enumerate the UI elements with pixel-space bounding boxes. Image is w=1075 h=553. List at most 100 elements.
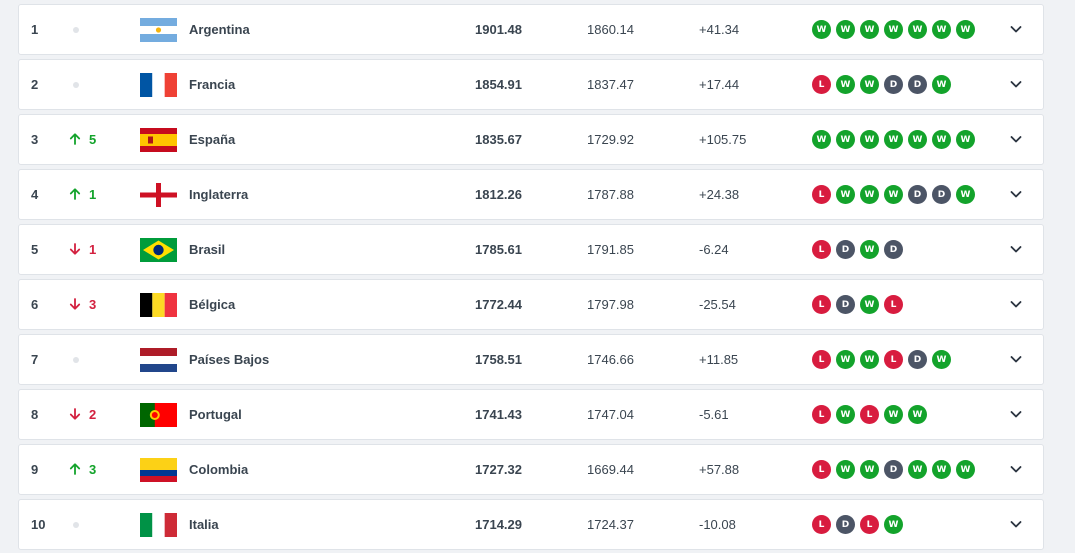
ranking-row[interactable]: 7 Países Bajos 1758.51 1746.66 +11.85 L W W L D W — [18, 334, 1044, 385]
country-name: Argentina — [189, 22, 250, 37]
form-result-badge: W — [836, 405, 855, 424]
form-result-badge: L — [812, 405, 831, 424]
no-change-dot-icon — [73, 357, 79, 363]
portugal-flag-icon — [140, 403, 177, 427]
form-result-badge: L — [812, 240, 831, 259]
points-difference: -25.54 — [699, 297, 736, 312]
chevron-down-icon[interactable] — [1009, 132, 1023, 146]
form-result-badge: D — [932, 185, 951, 204]
netherlands-flag-icon — [140, 348, 177, 372]
form-result-badge: L — [812, 515, 831, 534]
form-result-badge: L — [812, 295, 831, 314]
ranking-row[interactable]: 4 1 Inglaterra 1812.26 1787.88 +24.38 L W W W D D W — [18, 169, 1044, 220]
country-name: Inglaterra — [189, 187, 249, 202]
rank-movement: 3 — [69, 280, 119, 329]
chevron-down-icon[interactable] — [1009, 22, 1023, 36]
ranking-row[interactable]: 5 1 Brasil 1785.61 1791.85 -6.24 L D W D — [18, 224, 1044, 275]
rank-position: 3 — [31, 132, 39, 147]
chevron-down-icon[interactable] — [1009, 77, 1023, 91]
chevron-down-icon[interactable] — [1009, 352, 1023, 366]
england-flag-icon — [140, 183, 177, 207]
form-result-badge: W — [956, 460, 975, 479]
form-result-badge: W — [836, 20, 855, 39]
rank-movement-value: 5 — [89, 132, 97, 147]
total-points: 1835.67 — [475, 132, 522, 147]
rank-position: 2 — [31, 77, 39, 92]
ranking-row[interactable]: 2 Francia 1854.91 1837.47 +17.44 L W W D D W — [18, 59, 1044, 110]
form-result-badge: W — [908, 130, 927, 149]
no-change-dot-icon — [73, 522, 79, 528]
previous-points: 1791.85 — [587, 242, 634, 257]
form-result-badge: W — [932, 350, 951, 369]
country-name: Brasil — [189, 242, 226, 257]
form-result-badge: L — [884, 350, 903, 369]
form-result-badge: W — [956, 185, 975, 204]
rank-position: 4 — [31, 187, 39, 202]
country-name: Colombia — [189, 462, 249, 477]
italy-flag-icon — [140, 513, 177, 537]
rank-position: 9 — [31, 462, 39, 477]
form-result-badge: W — [860, 350, 879, 369]
brazil-flag-icon — [140, 238, 177, 262]
form-result-badge: W — [908, 405, 927, 424]
form-result-badge: W — [860, 185, 879, 204]
chevron-down-icon[interactable] — [1009, 462, 1023, 476]
form-result-badge: W — [836, 185, 855, 204]
ranking-row[interactable]: 6 3 Bélgica 1772.44 1797.98 -25.54 L D W L — [18, 279, 1044, 330]
chevron-down-icon[interactable] — [1009, 242, 1023, 256]
form-result-badge: W — [884, 405, 903, 424]
form-result-badge: W — [860, 20, 879, 39]
total-points: 1714.29 — [475, 517, 522, 532]
form-result-badge: W — [932, 75, 951, 94]
france-flag-icon — [140, 73, 177, 97]
rank-position: 8 — [31, 407, 39, 422]
colombia-flag-icon — [140, 458, 177, 482]
chevron-down-icon[interactable] — [1009, 407, 1023, 421]
country-name: España — [189, 132, 236, 147]
form-result-badge: W — [884, 130, 903, 149]
form-result-badge: W — [860, 130, 879, 149]
form-result-badge: W — [836, 350, 855, 369]
form-result-badge: W — [908, 20, 927, 39]
points-difference: -6.24 — [699, 242, 729, 257]
ranking-row[interactable]: 8 2 Portugal 1741.43 1747.04 -5.61 L W L W W — [18, 389, 1044, 440]
rank-movement: 3 — [69, 445, 119, 494]
arrow-up-icon — [69, 445, 83, 494]
ranking-row[interactable]: 1 Argentina 1901.48 1860.14 +41.34 W W W W W W W — [18, 4, 1044, 55]
points-difference: +11.85 — [699, 352, 739, 367]
form-result-badge: W — [884, 20, 903, 39]
points-difference: -10.08 — [699, 517, 736, 532]
total-points: 1812.26 — [475, 187, 522, 202]
form-result-badge: D — [884, 460, 903, 479]
ranking-row[interactable]: 10 Italia 1714.29 1724.37 -10.08 L D L W — [18, 499, 1044, 550]
chevron-down-icon[interactable] — [1009, 517, 1023, 531]
rank-movement-value: 1 — [89, 187, 97, 202]
no-change-dot-icon — [73, 82, 79, 88]
chevron-down-icon[interactable] — [1009, 187, 1023, 201]
form-result-badge: W — [932, 20, 951, 39]
form-result-badge: W — [836, 75, 855, 94]
points-difference: +24.38 — [699, 187, 740, 202]
form-result-badge: W — [884, 185, 903, 204]
points-difference: +17.44 — [699, 77, 740, 92]
ranking-row[interactable]: 9 3 Colombia 1727.32 1669.44 +57.88 L W W D W W W — [18, 444, 1044, 495]
rank-movement: 2 — [69, 390, 119, 439]
form-result-badge: W — [860, 240, 879, 259]
previous-points: 1729.92 — [587, 132, 634, 147]
form-result-badge: W — [812, 20, 831, 39]
points-difference: +41.34 — [699, 22, 740, 37]
total-points: 1741.43 — [475, 407, 522, 422]
rank-position: 7 — [31, 352, 39, 367]
chevron-down-icon[interactable] — [1009, 297, 1023, 311]
arrow-down-icon — [69, 280, 83, 329]
form-result-badge: W — [836, 130, 855, 149]
ranking-row[interactable]: 3 5 España 1835.67 1729.92 +105.75 W W W W W W W — [18, 114, 1044, 165]
previous-points: 1837.47 — [587, 77, 634, 92]
previous-points: 1746.66 — [587, 352, 634, 367]
